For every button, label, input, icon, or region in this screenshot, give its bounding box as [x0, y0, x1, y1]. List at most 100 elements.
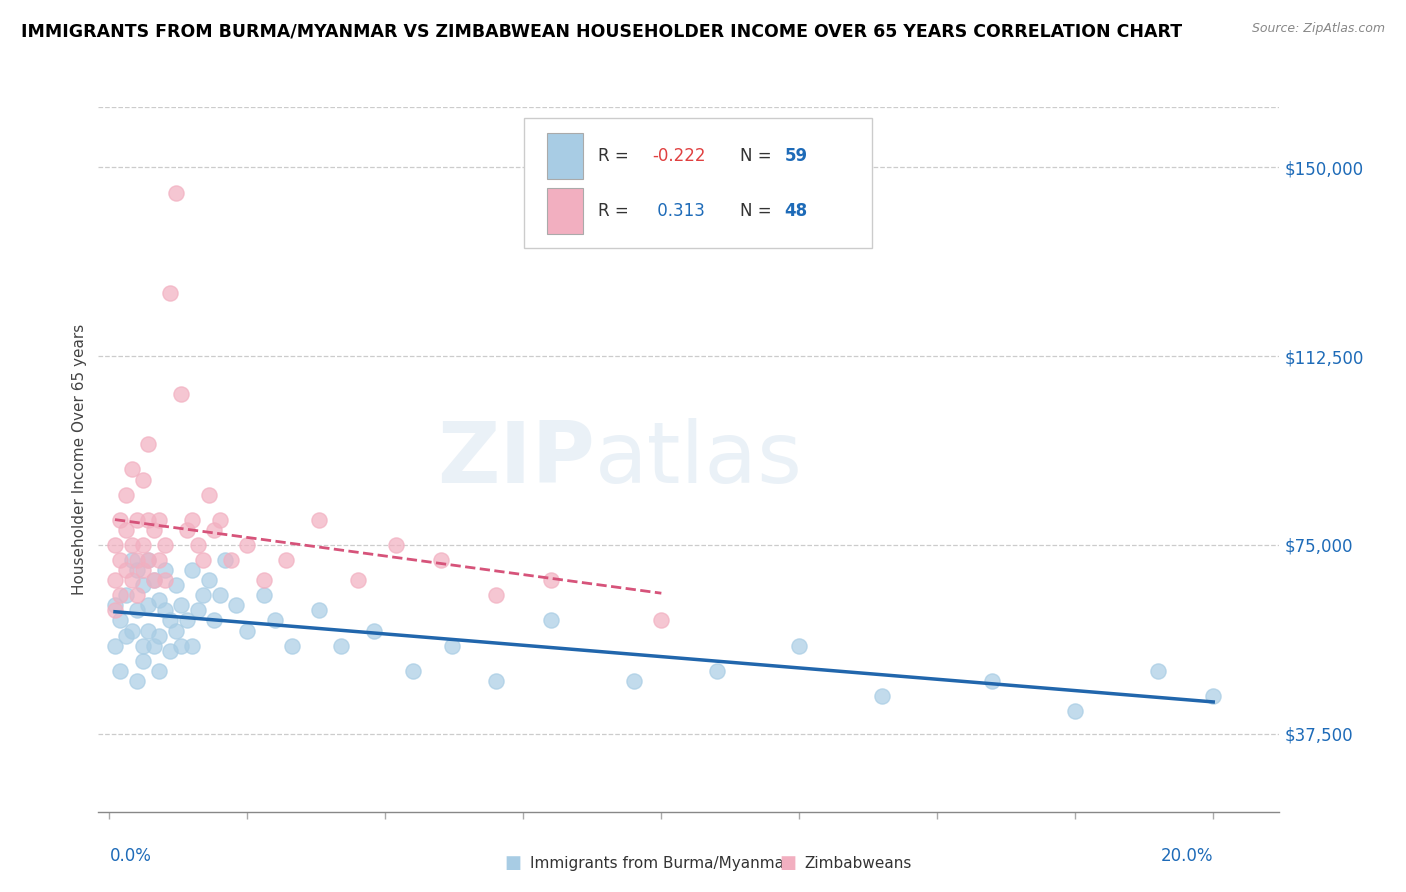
Point [104, 538, 127, 552]
Point [125, 553, 148, 567]
Point [148, 553, 170, 567]
Point [110, 513, 132, 527]
Point [159, 643, 181, 657]
Point [308, 513, 330, 527]
Point [115, 629, 138, 643]
Point [253, 588, 276, 602]
Point [115, 588, 138, 602]
Point [142, 573, 165, 587]
Point [981, 673, 1004, 688]
Point [115, 523, 138, 537]
Point [131, 563, 153, 577]
Text: Source: ZipAtlas.com: Source: ZipAtlas.com [1251, 22, 1385, 36]
Point [110, 614, 132, 628]
Point [1202, 689, 1225, 703]
Text: atlas: atlas [595, 417, 803, 501]
Point [136, 437, 159, 451]
Point [214, 553, 236, 567]
Point [870, 689, 893, 703]
Point [165, 578, 187, 592]
Point [485, 588, 508, 602]
Point [153, 563, 176, 577]
Point [125, 673, 148, 688]
Text: IMMIGRANTS FROM BURMA/MYANMAR VS ZIMBABWEAN HOUSEHOLDER INCOME OVER 65 YEARS COR: IMMIGRANTS FROM BURMA/MYANMAR VS ZIMBABW… [21, 22, 1182, 40]
Point [308, 603, 330, 617]
Point [440, 639, 463, 653]
Text: 0.313: 0.313 [652, 202, 706, 219]
Point [121, 553, 143, 567]
Point [159, 286, 181, 301]
Point [330, 639, 353, 653]
Point [170, 387, 193, 401]
Point [115, 487, 138, 501]
Point [540, 614, 562, 628]
Point [706, 664, 728, 678]
Point [385, 538, 408, 552]
Point [187, 538, 209, 552]
Point [176, 614, 198, 628]
Text: R =: R = [598, 147, 634, 165]
Point [165, 186, 187, 200]
Point [264, 614, 287, 628]
Point [125, 563, 148, 577]
Point [121, 462, 143, 476]
Point [153, 573, 176, 587]
Point [131, 473, 153, 487]
Text: R =: R = [598, 202, 634, 219]
Point [115, 563, 138, 577]
Point [181, 563, 204, 577]
Text: 0.0%: 0.0% [110, 847, 152, 865]
Text: 20.0%: 20.0% [1161, 847, 1213, 865]
Point [225, 599, 247, 613]
Point [142, 523, 165, 537]
Point [136, 624, 159, 638]
Point [142, 639, 165, 653]
Point [110, 588, 132, 602]
Text: -0.222: -0.222 [652, 147, 706, 165]
Point [148, 593, 170, 607]
Point [153, 538, 176, 552]
Point [1147, 664, 1170, 678]
Point [121, 538, 143, 552]
Point [202, 614, 225, 628]
Point [623, 673, 645, 688]
Point [346, 573, 368, 587]
Point [110, 553, 132, 567]
Point [131, 578, 153, 592]
Point [253, 573, 276, 587]
Y-axis label: Householder Income Over 65 years: Householder Income Over 65 years [72, 324, 87, 595]
Text: Zimbabweans: Zimbabweans [804, 856, 911, 871]
Text: N =: N = [740, 147, 776, 165]
Text: ■: ■ [779, 855, 796, 872]
Point [136, 513, 159, 527]
Point [274, 553, 297, 567]
Point [125, 588, 148, 602]
Text: ■: ■ [505, 855, 522, 872]
Point [198, 573, 221, 587]
Point [176, 523, 198, 537]
Point [202, 523, 225, 537]
Point [136, 553, 159, 567]
Point [193, 553, 215, 567]
Point [170, 639, 193, 653]
Bar [547, 187, 582, 234]
Point [142, 573, 165, 587]
Point [148, 664, 170, 678]
Point [110, 664, 132, 678]
Point [650, 614, 672, 628]
Point [136, 599, 159, 613]
Point [1064, 704, 1087, 718]
Point [125, 603, 148, 617]
Point [153, 603, 176, 617]
Point [181, 639, 204, 653]
Point [159, 614, 181, 628]
Point [402, 664, 425, 678]
Point [148, 629, 170, 643]
Point [236, 538, 259, 552]
Point [165, 624, 187, 638]
Point [540, 573, 562, 587]
Point [198, 487, 221, 501]
Point [429, 553, 451, 567]
Point [208, 513, 231, 527]
Point [136, 553, 159, 567]
